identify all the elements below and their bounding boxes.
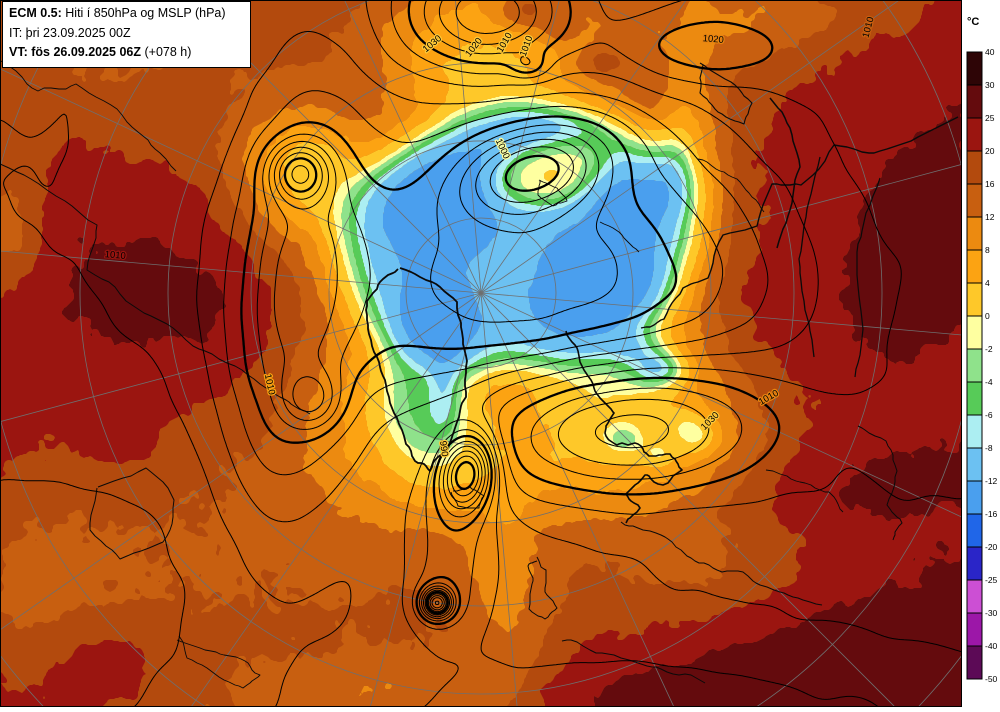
svg-text:1020: 1020 xyxy=(702,33,724,46)
svg-text:-2: -2 xyxy=(985,344,993,354)
svg-text:-6: -6 xyxy=(985,410,993,420)
svg-text:-30: -30 xyxy=(985,608,998,618)
svg-text:-25: -25 xyxy=(985,575,998,585)
svg-text:-16: -16 xyxy=(985,509,998,519)
svg-text:1010: 1010 xyxy=(104,249,126,262)
svg-text:12: 12 xyxy=(985,212,995,222)
svg-text:4: 4 xyxy=(985,278,990,288)
svg-text:-20: -20 xyxy=(985,542,998,552)
svg-text:-4: -4 xyxy=(985,377,993,387)
svg-text:-40: -40 xyxy=(985,641,998,651)
svg-text:40: 40 xyxy=(985,47,995,57)
svg-text:-8: -8 xyxy=(985,443,993,453)
svg-text:30: 30 xyxy=(985,80,995,90)
svg-text:8: 8 xyxy=(985,245,990,255)
svg-text:990: 990 xyxy=(437,440,450,457)
svg-text:-12: -12 xyxy=(985,476,998,486)
svg-text:°C: °C xyxy=(967,16,979,28)
svg-text:-50: -50 xyxy=(985,674,998,684)
svg-text:0: 0 xyxy=(985,311,990,321)
svg-text:20: 20 xyxy=(985,146,995,156)
svg-text:25: 25 xyxy=(985,113,995,123)
svg-text:16: 16 xyxy=(985,179,995,189)
